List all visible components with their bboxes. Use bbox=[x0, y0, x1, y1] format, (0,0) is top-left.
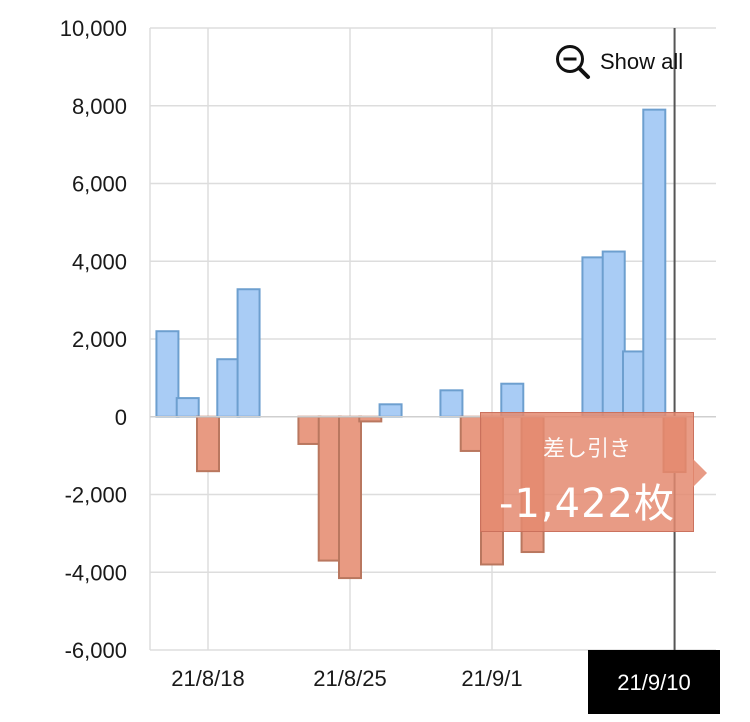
bar-positive bbox=[581, 256, 606, 418]
y-tick-label: 4,000 bbox=[72, 249, 127, 274]
y-tick-label: 10,000 bbox=[60, 16, 127, 41]
show-all-label: Show all bbox=[600, 49, 684, 74]
selected-tick-background bbox=[588, 650, 720, 714]
value-tooltip: 差し引き -1,422枚 bbox=[480, 412, 707, 532]
bar-positive bbox=[155, 330, 180, 418]
bar-positive bbox=[642, 108, 667, 418]
x-tick-label: 21/9/1 bbox=[461, 666, 522, 691]
show-all-button[interactable]: Show all bbox=[554, 42, 683, 82]
y-tick-label: 8,000 bbox=[72, 94, 127, 119]
bar-negative bbox=[297, 415, 322, 445]
y-tick-label: -6,000 bbox=[65, 638, 127, 663]
y-tick-label: 0 bbox=[115, 405, 127, 430]
bar-positive bbox=[216, 358, 241, 418]
y-tick-label: -2,000 bbox=[65, 483, 127, 508]
bar-positive bbox=[378, 403, 403, 418]
x-tick-label: 21/8/18 bbox=[171, 666, 244, 691]
bar-positive bbox=[236, 288, 261, 418]
bar-negative bbox=[196, 415, 220, 473]
bar-negative bbox=[338, 415, 362, 580]
bar-positive bbox=[622, 350, 646, 418]
bar-positive bbox=[175, 397, 200, 418]
bar-positive bbox=[439, 389, 464, 418]
tooltip-label: 差し引き bbox=[542, 437, 631, 462]
y-tick-label: 6,000 bbox=[72, 172, 127, 197]
x-tick-label-selected: 21/9/10 bbox=[617, 670, 690, 695]
tooltip-value: -1,422枚 bbox=[499, 481, 675, 527]
zoom-out-icon bbox=[556, 45, 590, 79]
x-tick-label: 21/8/25 bbox=[313, 666, 386, 691]
y-tick-label: 2,000 bbox=[72, 327, 127, 352]
bar-negative bbox=[317, 415, 342, 562]
tooltip-arrow bbox=[693, 459, 707, 487]
y-tick-label: -4,000 bbox=[65, 560, 127, 585]
bar-positive bbox=[601, 250, 626, 418]
